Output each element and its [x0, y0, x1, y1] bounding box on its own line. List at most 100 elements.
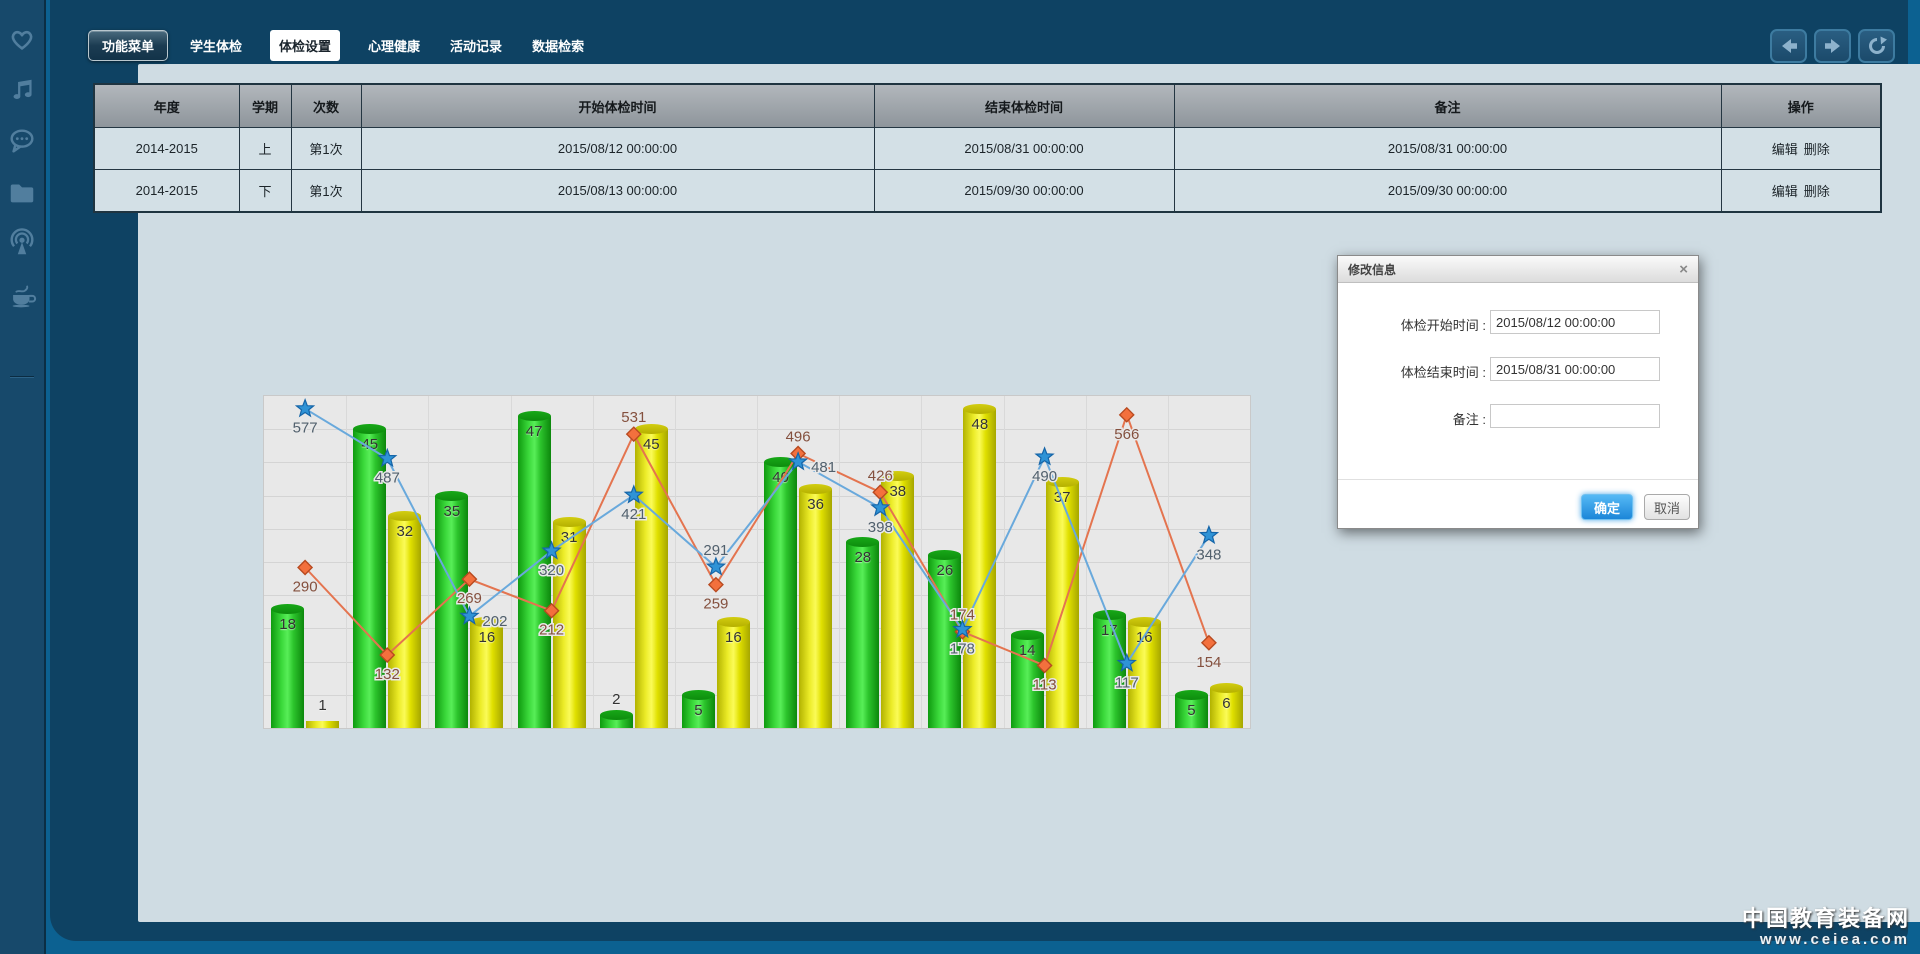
diamond-marker — [297, 559, 314, 576]
green-bar-top — [517, 410, 551, 421]
line-value-label: 566 — [1114, 426, 1139, 443]
coffee-icon[interactable] — [7, 279, 37, 309]
table-cell: 2015/09/30 00:00:00 — [1173, 169, 1722, 213]
tab-activity-record[interactable]: 活动记录 — [450, 39, 503, 54]
bar-value-label: 35 — [443, 502, 461, 520]
line-value-label: 490 — [1032, 468, 1057, 485]
confirm-button[interactable]: 确定 — [1581, 494, 1633, 520]
yellow-bar-top — [716, 616, 750, 627]
broadcast-icon[interactable] — [7, 228, 37, 258]
dialog-titlebar: 修改信息 × — [1338, 256, 1698, 283]
refresh-button[interactable] — [1858, 29, 1895, 63]
column-header: 次数 — [290, 83, 362, 128]
tab-checkup-settings[interactable]: 体检设置 — [270, 30, 341, 61]
diamond-marker — [379, 646, 396, 663]
diamond-marker — [1036, 657, 1053, 674]
yellow-bar-top — [963, 404, 997, 415]
dialog-title: 修改信息 — [1348, 262, 1397, 277]
sidebar — [0, 0, 46, 954]
function-menu-button[interactable]: 功能菜单 — [88, 30, 168, 61]
bar-value-label: 26 — [936, 562, 954, 580]
close-icon[interactable]: × — [1679, 260, 1688, 278]
remark-row: 备注 : — [1338, 404, 1698, 430]
star-marker — [1116, 652, 1137, 672]
table-row: 2014-2015 上第1次 2015/08/12 00:00:00 2015/08/… — [93, 127, 1882, 170]
table-cell: 上 — [238, 127, 292, 170]
checkup-end-input[interactable] — [1490, 357, 1660, 381]
line-value-label: 320 — [539, 562, 564, 579]
green-bar — [764, 462, 798, 728]
watermark-url: www.ceiea.com — [1759, 930, 1910, 948]
bar-value-label: 14 — [1018, 642, 1036, 659]
remark-input[interactable] — [1490, 404, 1660, 428]
delete-link[interactable]: 删除 — [1803, 142, 1830, 157]
diamond-marker — [707, 576, 724, 593]
yellow-bar — [716, 621, 750, 728]
star-marker — [1034, 446, 1055, 466]
star-marker — [294, 397, 316, 418]
tab-student-checkup[interactable]: 学生体检 — [190, 39, 243, 54]
star-marker — [952, 618, 973, 639]
column-header: 结束体检时间 — [873, 83, 1175, 128]
nav-toolbar — [1770, 29, 1895, 63]
star-marker — [623, 484, 644, 504]
bar-value-label: 38 — [889, 482, 907, 500]
diamond-marker — [1200, 634, 1217, 651]
bar-value-label: 17 — [1100, 622, 1118, 640]
tab-mental-health[interactable]: 心理健康 — [368, 39, 421, 54]
yellow-bar — [634, 429, 668, 728]
star-marker — [541, 540, 562, 560]
bar-value-label: 5 — [694, 701, 703, 719]
bar-value-label: 45 — [642, 436, 660, 454]
green-bar-top — [846, 537, 880, 548]
forward-button[interactable] — [1814, 29, 1851, 63]
column-header: 年度 — [93, 83, 240, 128]
column-header: 操作 — [1720, 83, 1882, 128]
table-header-row: 年度 学期 次数 开始体检时间 结束体检时间 备注 操作 — [93, 83, 1882, 128]
edit-link[interactable]: 编辑 — [1771, 184, 1798, 199]
music-icon[interactable] — [7, 75, 37, 105]
start-time-row: 体检开始时间 : — [1338, 310, 1698, 336]
bar-value-label: 36 — [807, 496, 824, 513]
column-header: 学期 — [238, 83, 292, 128]
bar-value-label: 1 — [318, 697, 327, 715]
star-marker — [1198, 524, 1220, 545]
line-value-label: 269 — [457, 590, 482, 607]
yellow-bar-top — [388, 510, 422, 521]
line-value-label: 259 — [703, 596, 728, 613]
sidebar-divider — [10, 376, 34, 378]
yellow-bar — [1209, 688, 1243, 728]
line-value-label: 487 — [375, 470, 400, 487]
green-bar-top — [353, 424, 387, 435]
green-bar — [1010, 635, 1044, 728]
checkup-statistics-chart: 18 45 35 47 2 5 40 28 26 14 17 5 1 32 16 31 45 16 36 38 48 37… — [263, 395, 1251, 729]
checkup-start-input[interactable] — [1490, 310, 1660, 334]
yellow-bar-top — [1045, 477, 1079, 488]
line-value-label: 531 — [621, 409, 646, 426]
yellow-bar — [470, 621, 504, 728]
bar-value-label: 45 — [361, 436, 379, 454]
heart-icon[interactable] — [7, 24, 37, 54]
start-time-label: 体检开始时间 : — [1400, 318, 1486, 333]
delete-link[interactable]: 删除 — [1803, 184, 1830, 199]
tab-data-search[interactable]: 数据检索 — [532, 39, 585, 54]
green-bar-top — [1010, 630, 1044, 640]
table-cell: 下 — [238, 169, 292, 213]
table-cell: 2014-2015 — [93, 127, 240, 170]
folder-icon[interactable] — [7, 177, 37, 207]
table-row: 2014-2015 下第1次 2015/08/13 00:00:00 2015/09/… — [93, 169, 1882, 213]
bar-value-label: 5 — [1187, 701, 1196, 719]
green-bar-top — [271, 603, 305, 614]
line-value-label: 174 — [950, 607, 975, 624]
diamond-marker — [872, 484, 889, 501]
back-button[interactable] — [1770, 29, 1807, 63]
table-cell: 2015/08/13 00:00:00 — [360, 169, 875, 213]
green-bar-top — [435, 490, 469, 501]
edit-link[interactable]: 编辑 — [1771, 142, 1798, 157]
chat-icon[interactable] — [7, 126, 37, 156]
cancel-button[interactable]: 取消 — [1644, 494, 1690, 520]
line-value-label: 426 — [868, 467, 893, 484]
remark-label: 备注 : — [1452, 412, 1486, 427]
bar-value-label: 16 — [478, 628, 496, 646]
